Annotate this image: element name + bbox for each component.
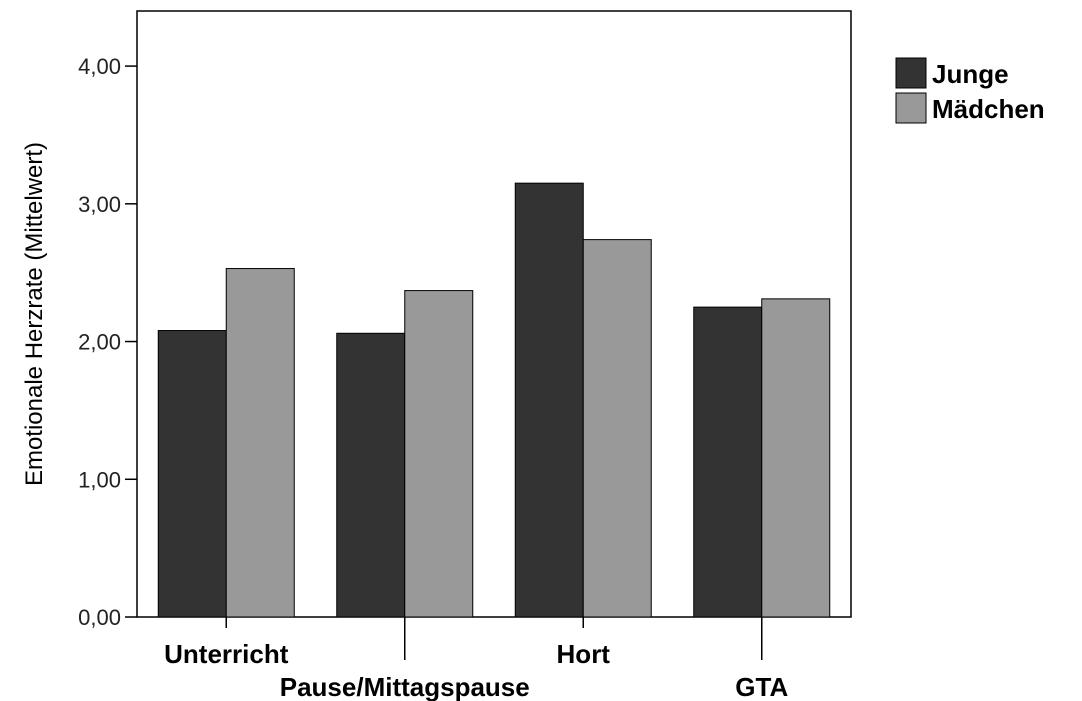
bar-junge-2 [514,182,584,618]
legend: Junge Mädchen [895,57,1045,124]
y-tick-label: 0,00 [78,605,121,630]
legend-label: Mädchen [932,94,1045,124]
bar-junge-1 [336,332,406,618]
bars [157,182,831,618]
bar-m-dchen-0 [225,268,295,618]
bar-m-dchen-3 [761,298,831,618]
bar-junge-0 [157,330,227,618]
legend-swatch [895,92,927,124]
x-category-label: Unterricht [164,639,289,669]
y-tick-label: 1,00 [78,467,121,492]
x-axis: Unterricht Pause/Mittagspause Hort GTA [164,617,788,701]
y-axis-label: Emotionale Herzrate (Mittelwert) [21,142,48,486]
bar-m-dchen-2 [582,239,652,618]
x-category-label: Hort [557,639,611,669]
legend-label: Junge [932,59,1009,89]
y-tick-label: 4,00 [78,54,121,79]
bar-m-dchen-1 [404,290,474,618]
y-tick-label: 3,00 [78,192,121,217]
x-category-label: Pause/Mittagspause [280,672,530,701]
legend-swatch [895,57,927,89]
y-axis: 0,00 1,00 2,00 3,00 4,00 [78,54,137,630]
y-tick-label: 2,00 [78,330,121,355]
bar-junge-3 [693,306,763,618]
x-category-label: GTA [735,672,788,701]
